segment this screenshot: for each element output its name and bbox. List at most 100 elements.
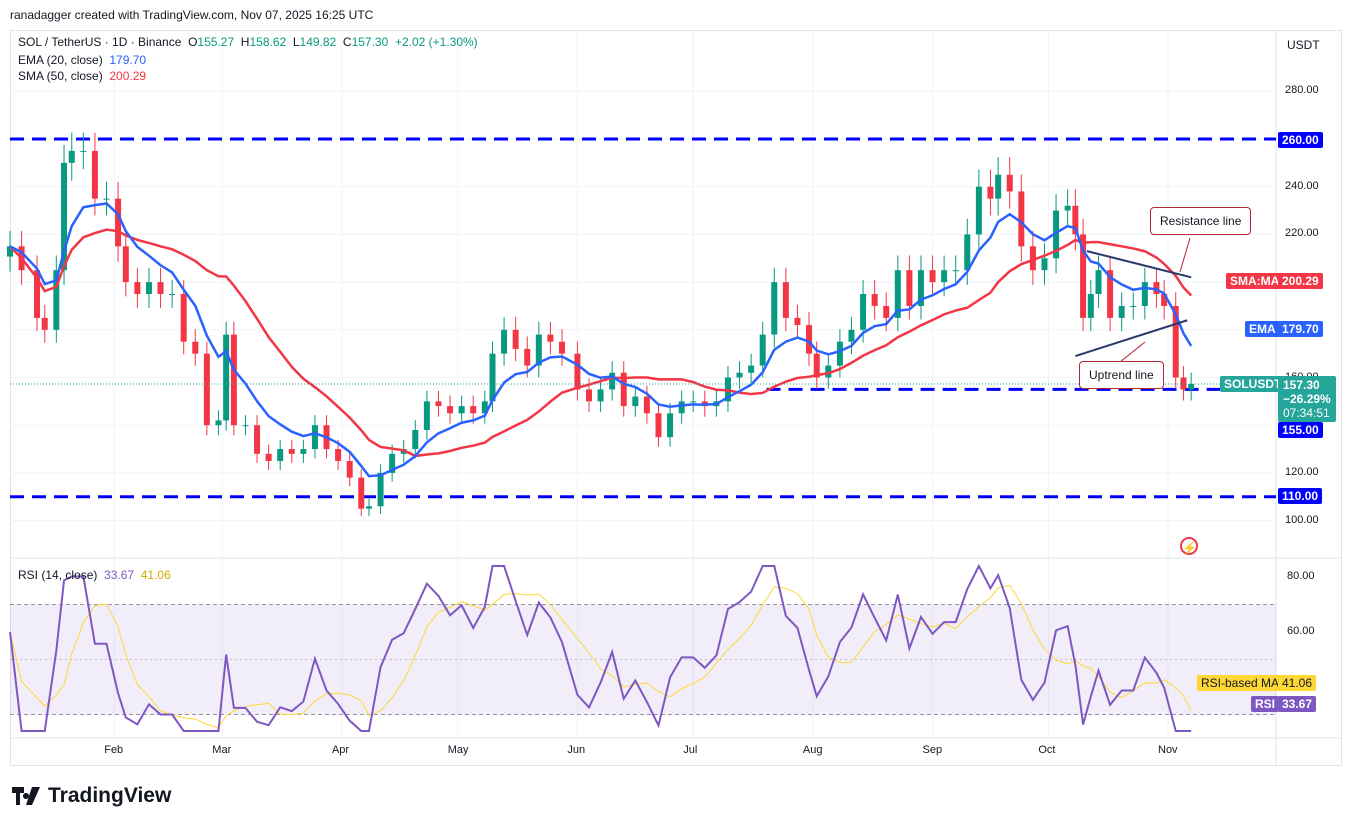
uptrend-line-annotation[interactable]: Uptrend line [1079, 361, 1164, 389]
rsi-name-tag: RSI [1251, 696, 1280, 712]
candle-body [1107, 270, 1114, 318]
candle-body [169, 294, 176, 296]
candle-body [489, 353, 496, 402]
candle-body [609, 372, 616, 390]
uptrend-line [1075, 319, 1188, 357]
candle-body [230, 334, 237, 426]
candle-body [1095, 270, 1102, 295]
candle-body [1029, 246, 1036, 271]
low-value: 149.82 [299, 35, 337, 49]
candle-body [122, 246, 129, 283]
candle-body [975, 186, 982, 235]
candle-body [192, 341, 199, 354]
credit-text: ranadagger created with TradingView.com,… [10, 8, 374, 22]
time-tick: Jul [683, 744, 698, 756]
candle-body [806, 325, 813, 354]
rsi-label: RSI (14, close) [18, 568, 98, 582]
candle-body [470, 406, 477, 414]
last-price-tag: 157.30 −26.29% 07:34:51 [1278, 376, 1336, 422]
time-tick: Jun [567, 744, 586, 756]
candle-body [145, 282, 152, 295]
symbol-name-tag: SOLUSDT [1220, 376, 1286, 392]
candle-body [736, 372, 743, 378]
candle-body [215, 420, 222, 426]
candle-body [435, 401, 442, 407]
candle-body [794, 317, 801, 326]
candle-body [759, 334, 766, 366]
candle-body [41, 317, 48, 330]
rsi-ma-line [9, 584, 1192, 729]
candle-body [34, 270, 41, 318]
percent-change: −26.29% [1283, 392, 1331, 406]
candle-body [836, 341, 843, 366]
candle-body [941, 270, 948, 283]
candle-body [335, 449, 342, 461]
candle-body [358, 477, 365, 509]
candle-body [91, 150, 98, 199]
candle-body [1041, 258, 1048, 271]
candle-body [254, 425, 261, 454]
price-tick: 120.00 [1285, 465, 1319, 478]
rsi-legend[interactable]: RSI (14, close) 33.67 41.06 [18, 568, 171, 582]
candle-body [952, 270, 959, 272]
candle-body [423, 401, 430, 430]
candle-body [265, 453, 272, 461]
candle-body [964, 234, 971, 271]
price-tick: 240.00 [1285, 179, 1319, 192]
time-tick: Aug [802, 744, 823, 756]
candle-body [1064, 205, 1071, 211]
sma-name-tag: SMA:MA [1226, 273, 1284, 289]
candle-body [655, 413, 662, 438]
ema-legend[interactable]: EMA (20, close) 179.70 [18, 53, 146, 67]
level-110-tag: 110.00 [1278, 488, 1323, 504]
price-tick: 100.00 [1285, 513, 1319, 526]
sma-price-tag: 200.29 [1278, 273, 1323, 289]
candle-body [288, 449, 295, 454]
candle-body [1130, 305, 1137, 307]
candle-body [1087, 294, 1094, 318]
candle-body [1172, 305, 1179, 378]
candle-body [61, 162, 68, 271]
candle-body [53, 270, 60, 330]
bar-countdown: 07:34:51 [1283, 406, 1330, 420]
rsi-value: 33.67 [104, 568, 135, 582]
candle-body [1153, 282, 1160, 295]
candle-body [1053, 210, 1060, 259]
time-tick: Apr [331, 744, 350, 756]
candle-body [825, 365, 832, 378]
candle-body [1118, 305, 1125, 318]
candle-body [667, 413, 674, 438]
uptrend-callout-pointer [1119, 341, 1146, 363]
candle-body [481, 401, 488, 414]
candle-body [848, 329, 855, 342]
ema-20-line [9, 202, 1193, 478]
resistance-line [1086, 250, 1192, 279]
sma-legend[interactable]: SMA (50, close) 200.29 [18, 69, 146, 83]
candle-body [995, 174, 1002, 199]
candle-body [80, 150, 87, 152]
candle-body [377, 472, 384, 507]
symbol-title[interactable]: SOL / TetherUS · 1D · Binance [18, 35, 182, 49]
tradingview-logo-icon [12, 787, 40, 805]
candle-body [223, 334, 230, 421]
resistance-line-annotation[interactable]: Resistance line [1150, 207, 1252, 235]
candle-body [748, 365, 755, 373]
currency-label[interactable]: USDT [1287, 38, 1320, 52]
candle-body [574, 353, 581, 390]
tradingview-logo: TradingView [12, 784, 171, 808]
candle-body [389, 453, 396, 473]
level-155-tag: 155.00 [1278, 422, 1323, 438]
level-260-tag: 260.00 [1278, 132, 1323, 148]
candle-body [447, 406, 454, 414]
candle-body [242, 425, 249, 427]
candle-body [512, 329, 519, 349]
rsi-ma-name-tag: RSI-based MA [1197, 675, 1284, 691]
candle-body [203, 353, 210, 426]
rsi-line [9, 563, 1192, 732]
candle-body [586, 389, 592, 402]
lightning-icon[interactable]: ⚡ [1180, 537, 1198, 555]
ema-price-tag: 179.70 [1278, 321, 1323, 337]
sma-label: SMA (50, close) [18, 69, 103, 83]
candle-body [346, 460, 353, 478]
